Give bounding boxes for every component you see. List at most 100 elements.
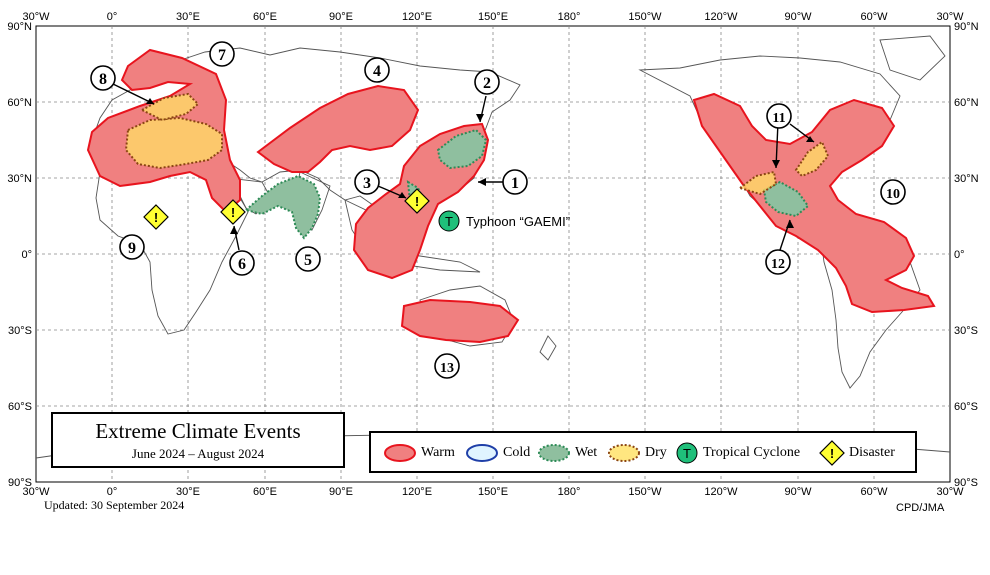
svg-text:150°W: 150°W	[628, 11, 662, 23]
svg-text:60°W: 60°W	[860, 486, 888, 498]
dry-region-8	[124, 116, 223, 170]
svg-text:180°: 180°	[558, 486, 581, 498]
event-marker-13: 13	[434, 353, 460, 379]
wet-region-12	[762, 180, 810, 218]
dry-region-11a	[737, 170, 778, 196]
svg-text:60°W: 60°W	[860, 11, 888, 23]
svg-text:60°S: 60°S	[954, 401, 978, 413]
svg-text:150°E: 150°E	[478, 11, 508, 23]
wet-region-5	[243, 174, 322, 240]
svg-text:60°S: 60°S	[8, 401, 32, 413]
svg-text:T: T	[683, 446, 691, 461]
svg-text:9: 9	[128, 240, 136, 257]
bottom-longitude-labels: 30°W 0° 30°E 60°E 90°E 120°E 150°E 180° …	[22, 486, 964, 498]
svg-text:30°S: 30°S	[8, 325, 32, 337]
svg-text:60°N: 60°N	[954, 97, 979, 109]
svg-text:30°W: 30°W	[22, 486, 50, 498]
tropical-cyclone-icon	[438, 210, 460, 232]
dry-regions	[124, 92, 830, 196]
disaster-icon	[143, 204, 169, 230]
warm-region-13	[400, 298, 520, 344]
svg-text:90°N: 90°N	[954, 21, 979, 33]
svg-text:1: 1	[511, 175, 519, 192]
svg-text:3: 3	[363, 175, 371, 192]
svg-text:!: !	[415, 194, 419, 209]
svg-text:30°N: 30°N	[7, 173, 32, 185]
left-latitude-labels: 90°N 60°N 30°N 0° 30°S 60°S 90°S	[7, 21, 32, 489]
event-marker-3: 3	[354, 169, 380, 195]
title-box: Extreme Climate Events June 2024 – Augus…	[51, 412, 345, 468]
svg-text:60°E: 60°E	[253, 11, 277, 23]
svg-text:120°W: 120°W	[704, 486, 738, 498]
event-marker-10: 10	[880, 179, 906, 205]
svg-text:0°: 0°	[107, 486, 118, 498]
legend-wet: Wet	[537, 441, 597, 465]
event-marker-11: 11	[766, 103, 792, 129]
svg-text:90°E: 90°E	[329, 11, 353, 23]
svg-text:0°: 0°	[954, 249, 965, 261]
svg-text:!: !	[830, 446, 834, 461]
event-marker-1: 1	[502, 169, 528, 195]
legend-dry: Dry	[607, 441, 667, 465]
svg-text:10: 10	[886, 187, 900, 202]
svg-text:120°W: 120°W	[704, 11, 738, 23]
event-marker-4: 4	[364, 57, 390, 83]
greenland-outline	[879, 35, 946, 81]
typhoon-gaemi: T Typhoon “GAEMI”	[438, 210, 570, 232]
new-zealand-outline	[539, 335, 557, 361]
svg-text:2: 2	[483, 75, 491, 92]
svg-text:13: 13	[440, 361, 454, 376]
svg-text:30°S: 30°S	[954, 325, 978, 337]
wet-swatch-icon	[538, 444, 570, 462]
svg-text:T: T	[445, 214, 453, 229]
event-marker-9: 9	[119, 234, 145, 260]
svg-text:90°S: 90°S	[954, 477, 978, 489]
typhoon-label: Typhoon “GAEMI”	[466, 214, 570, 229]
event-marker-2: 2	[474, 69, 500, 95]
disaster-icon	[220, 199, 246, 225]
warm-region-4	[256, 84, 420, 173]
warm-swatch-icon	[384, 444, 416, 462]
svg-text:5: 5	[304, 252, 312, 269]
legend-disaster: ! Disaster	[819, 440, 895, 466]
svg-text:60°E: 60°E	[253, 486, 277, 498]
arrow-heads	[146, 98, 814, 234]
cold-swatch-icon	[466, 444, 498, 462]
svg-text:90°N: 90°N	[7, 21, 32, 33]
svg-text:30°W: 30°W	[22, 11, 50, 23]
event-marker-12: 12	[765, 249, 791, 275]
svg-text:0°: 0°	[107, 11, 118, 23]
disaster-icon	[404, 188, 430, 214]
svg-text:12: 12	[771, 257, 785, 272]
map-period: June 2024 – August 2024	[131, 446, 265, 461]
svg-text:11: 11	[772, 111, 785, 126]
svg-text:!: !	[154, 210, 158, 225]
svg-text:60°N: 60°N	[7, 97, 32, 109]
svg-text:!: !	[231, 205, 235, 220]
legend-warm: Warm	[383, 441, 455, 465]
svg-text:30°W: 30°W	[936, 486, 964, 498]
svg-text:7: 7	[218, 47, 226, 64]
event-marker-5: 5	[295, 246, 321, 272]
svg-text:30°E: 30°E	[176, 486, 200, 498]
event-marker-6: 6	[229, 250, 255, 276]
disaster-markers: ! ! !	[143, 188, 430, 230]
legend-tropical-cyclone: T Tropical Cyclone	[675, 441, 800, 465]
svg-text:30°E: 30°E	[176, 11, 200, 23]
dry-swatch-icon	[608, 444, 640, 462]
map-title: Extreme Climate Events	[95, 419, 301, 443]
credit-label: CPD/JMA	[896, 502, 945, 514]
svg-text:8: 8	[99, 71, 107, 88]
dry-region-11b	[794, 140, 830, 178]
warm-region-10	[692, 92, 936, 314]
updated-date: Updated: 30 September 2024	[44, 498, 185, 512]
svg-text:150°W: 150°W	[628, 486, 662, 498]
wet-region-2	[436, 128, 488, 170]
tropical-cyclone-icon: T	[676, 442, 698, 464]
svg-text:120°E: 120°E	[402, 11, 432, 23]
top-longitude-labels: 30°W 0° 30°E 60°E 90°E 120°E 150°E 180° …	[22, 11, 964, 23]
svg-text:120°E: 120°E	[402, 486, 432, 498]
svg-text:90°W: 90°W	[784, 486, 812, 498]
right-latitude-labels: 90°N 60°N 30°N 0° 30°S 60°S 90°S	[954, 21, 979, 489]
event-marker-7: 7	[209, 41, 235, 67]
